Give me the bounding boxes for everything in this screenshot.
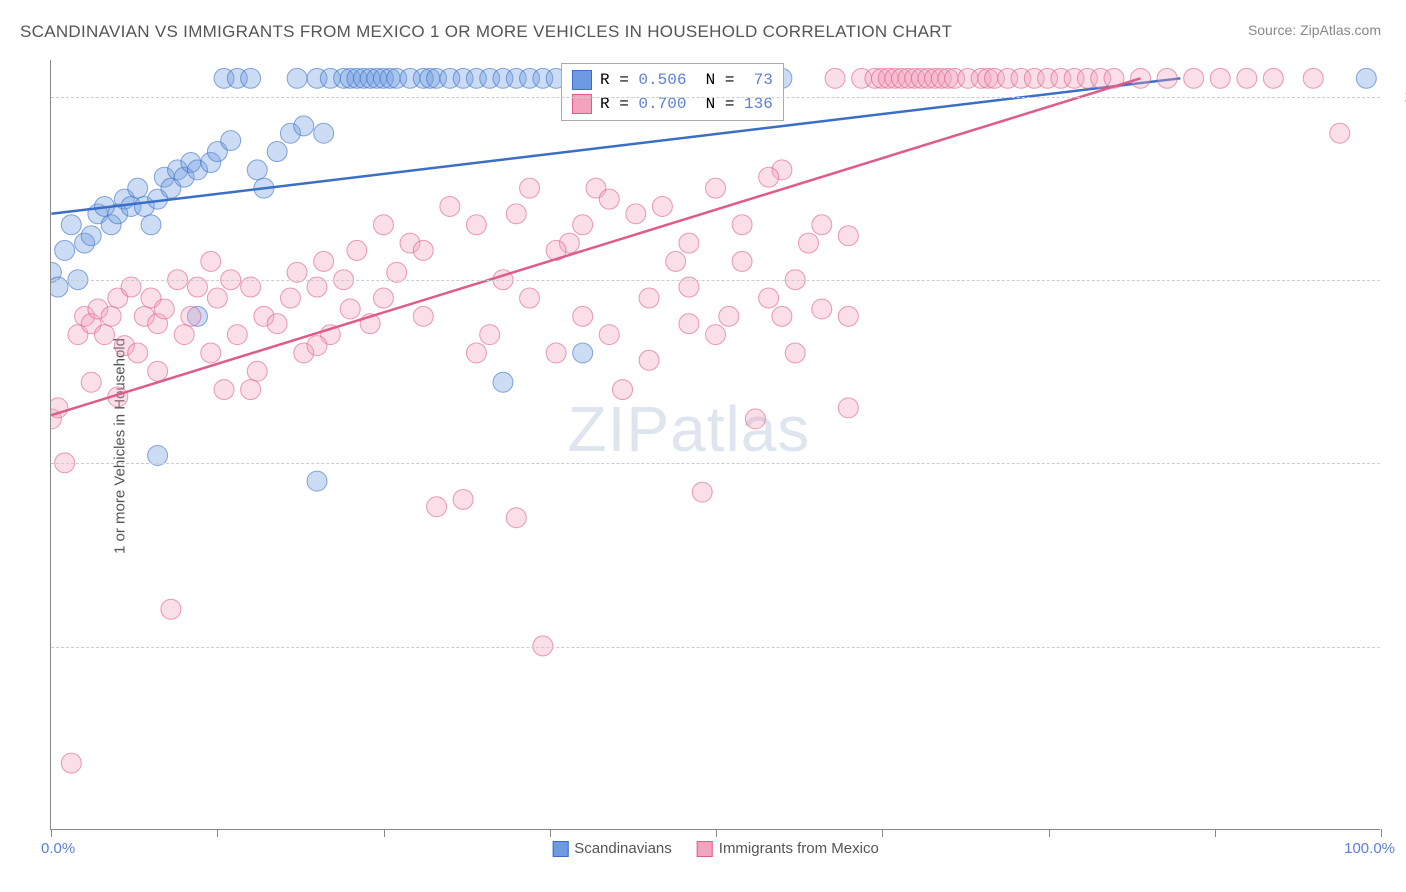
stats-row-immigrants: R = 0.700 N = 136 <box>572 92 773 116</box>
stats-legend-box: R = 0.506 N = 73 R = 0.700 N = 136 <box>561 63 784 121</box>
x-tick-mark <box>1049 829 1050 837</box>
x-tick-mark <box>550 829 551 837</box>
chart-title: SCANDINAVIAN VS IMMIGRANTS FROM MEXICO 1… <box>20 22 952 42</box>
legend-swatch-scandinavians <box>552 841 568 857</box>
x-tick-mark <box>1215 829 1216 837</box>
gridline <box>51 647 1380 648</box>
chart-svg <box>51 60 1380 829</box>
gridline <box>51 463 1380 464</box>
x-tick-mark <box>217 829 218 837</box>
plot-area: ZIPatlas R = 0.506 N = 73 R = 0.700 N = … <box>50 60 1380 830</box>
gridline <box>51 97 1380 98</box>
x-tick-mark <box>1381 829 1382 837</box>
source-attribution: Source: ZipAtlas.com <box>1248 22 1381 38</box>
legend-item-immigrants: Immigrants from Mexico <box>697 840 879 857</box>
gridline <box>51 280 1380 281</box>
stats-row-scandinavians: R = 0.506 N = 73 <box>572 68 773 92</box>
watermark: ZIPatlas <box>568 392 811 466</box>
x-tick-min: 0.0% <box>41 840 75 857</box>
x-tick-mark <box>882 829 883 837</box>
x-tick-max: 100.0% <box>1344 840 1395 857</box>
x-tick-mark <box>716 829 717 837</box>
legend-item-scandinavians: Scandinavians <box>552 840 672 857</box>
stats-swatch-scandinavians <box>572 70 592 90</box>
bottom-legend: Scandinavians Immigrants from Mexico <box>552 840 879 857</box>
legend-swatch-immigrants <box>697 841 713 857</box>
chart-container: SCANDINAVIAN VS IMMIGRANTS FROM MEXICO 1… <box>0 0 1406 892</box>
x-tick-mark <box>384 829 385 837</box>
x-tick-mark <box>51 829 52 837</box>
